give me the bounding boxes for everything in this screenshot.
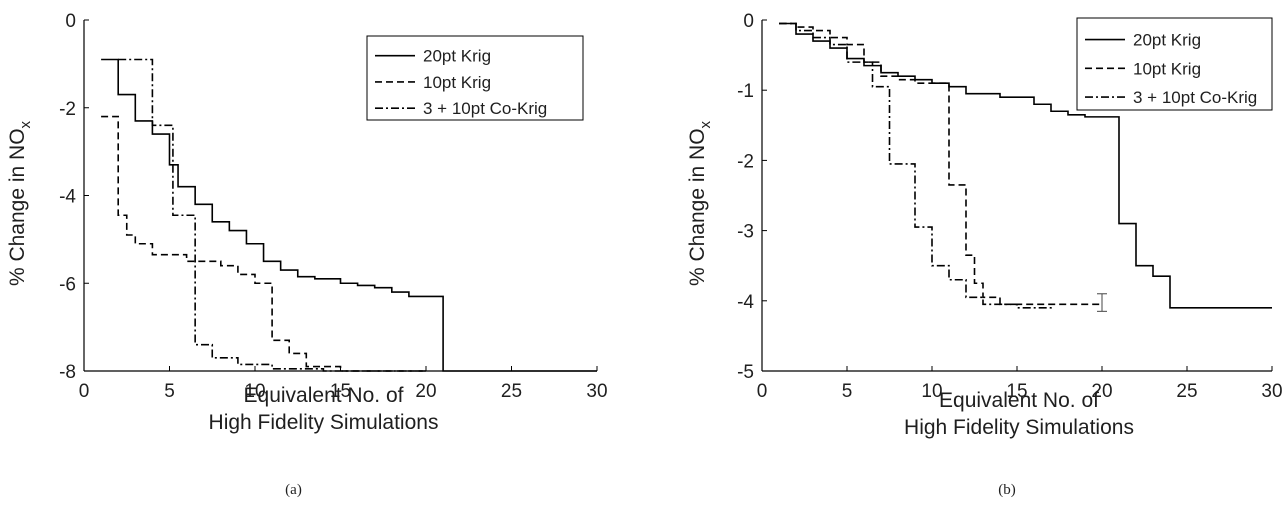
y-tick-label: -4 [737,292,754,313]
x-tick-label: 5 [842,381,853,402]
series-line-solid [779,22,1272,309]
legend-label: 10pt Krig [423,73,491,92]
y-tick-label: -8 [59,362,76,383]
x-tick-label: 10 [244,381,265,402]
series-line-dashed [779,22,1102,306]
series-line-dashdot [779,22,1052,309]
y-tick-label: -2 [59,99,76,120]
y-tick-label: 0 [743,11,754,32]
x-tick-label: 20 [415,381,436,402]
x-tick-label: 30 [586,381,607,402]
x-tick-label: 10 [921,381,942,402]
y-axis-label: % Change in NOx [686,120,714,286]
series-line-dashdot [118,58,426,372]
x-axis-label-line-1: Equivalent No. of [939,389,1099,412]
y-axis-label-main: % Change in NO [6,128,29,286]
legend-label: 20pt Krig [423,47,491,66]
y-tick-label: -1 [737,81,754,102]
y-tick-label: 0 [65,11,76,32]
x-axis-label-line-2: High Fidelity Simulations [904,416,1134,439]
y-tick-label: -2 [737,151,754,172]
x-tick-label: 20 [1091,381,1112,402]
x-axis-label-line-2: High Fidelity Simulations [209,411,439,434]
legend-label: 3 + 10pt Co-Krig [1133,88,1257,107]
series-line-solid [101,58,597,372]
x-tick-label: 0 [79,381,90,402]
y-tick-label: -5 [737,362,754,383]
series-line-dashed [101,115,426,372]
y-axis-label: % Change in NOx [6,120,34,286]
legend: 20pt Krig 10pt Krig 3 + 10pt Co-Krig [1076,17,1273,111]
legend: 20pt Krig 10pt Krig 3 + 10pt Co-Krig [366,35,584,121]
y-axis-label-sub: x [697,120,714,128]
x-tick-label: 25 [1176,381,1197,402]
y-tick-label: -3 [737,222,754,243]
legend-label: 20pt Krig [1133,31,1201,50]
panel-caption: (b) [998,482,1016,498]
y-axis-label-sub: x [17,120,34,128]
x-tick-label: 25 [501,381,522,402]
x-tick-label: 30 [1261,381,1282,402]
y-axis-label-main: % Change in NO [686,128,709,286]
x-tick-label: 15 [330,381,351,402]
x-tick-label: 5 [164,381,175,402]
chart-panel-1: 0 5 10 15 20 25 30 0 -2 -4 -6 -8 % Change in NOx Equi… [6,11,608,498]
x-tick-label: 15 [1006,381,1027,402]
legend-box [1076,17,1273,111]
legend-label: 3 + 10pt Co-Krig [423,99,547,118]
chart-panel-2: 0 5 10 15 20 25 30 0 -1 -2 -3 -4 -5 % Change in NOx Eq… [686,11,1283,498]
legend-label: 10pt Krig [1133,59,1201,78]
panel-caption: (a) [285,482,302,498]
x-tick-label: 0 [757,381,768,402]
legend-box [366,35,584,121]
y-tick-label: -6 [59,274,76,295]
y-tick-label: -4 [59,187,76,208]
x-axis-label-line-1: Equivalent No. of [244,384,404,407]
